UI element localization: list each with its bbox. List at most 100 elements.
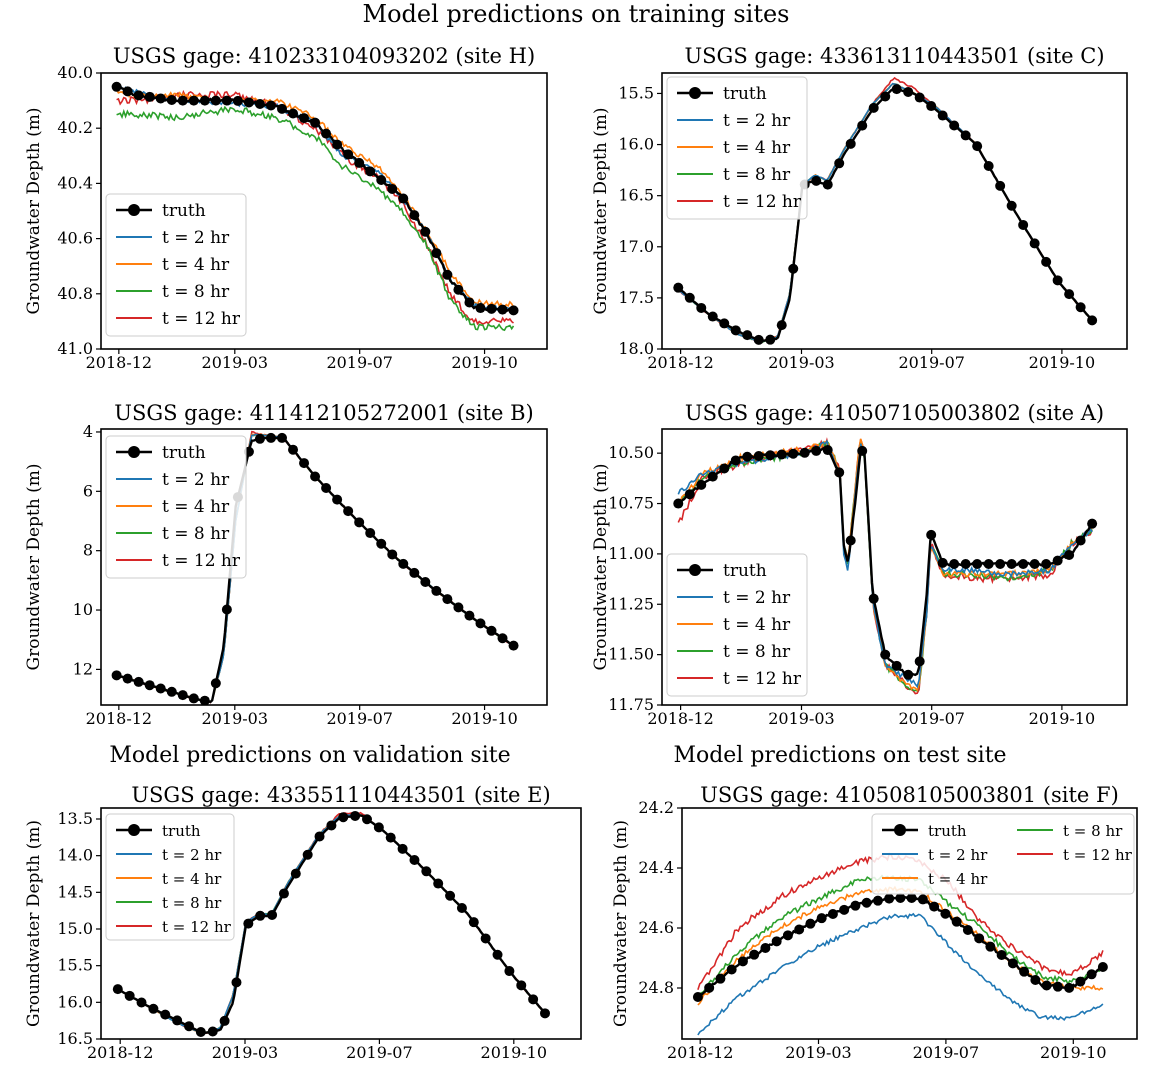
truth-marker — [199, 695, 210, 705]
y-tick-label: 11.00 — [608, 544, 654, 563]
truth-marker — [188, 95, 199, 106]
truth-marker — [974, 933, 985, 944]
truth-marker — [872, 895, 883, 906]
series-line-t-2-hr — [677, 439, 1093, 689]
y-axis-label: Groundwater Depth (m) — [24, 820, 44, 1027]
legend-marker — [689, 87, 701, 99]
truth-marker — [972, 141, 983, 152]
truth-marker — [753, 451, 764, 462]
legend-label: truth — [162, 443, 206, 463]
truth-marker — [760, 943, 771, 953]
truth-marker — [365, 166, 376, 177]
truth-marker — [742, 451, 753, 462]
truth-marker — [144, 91, 155, 102]
legend-box — [666, 553, 808, 697]
truth-marker — [122, 86, 133, 97]
truth-marker — [1006, 200, 1017, 211]
y-tick-label: 40.2 — [57, 118, 93, 137]
truth-marker — [265, 100, 276, 111]
legend-marker — [689, 564, 701, 576]
truth-marker — [326, 820, 337, 831]
truth-marker — [816, 913, 827, 924]
truth-marker — [421, 866, 432, 877]
x-tick-label: 2019-07 — [898, 353, 964, 372]
truth-marker — [302, 849, 313, 860]
truth-marker — [937, 110, 948, 121]
truth-marker — [771, 936, 782, 947]
truth-marker — [868, 102, 879, 113]
truth-marker — [822, 179, 833, 190]
axes-frame — [661, 72, 1128, 350]
y-axis-label: Groundwater Depth (m) — [591, 108, 611, 315]
truth-marker — [834, 158, 845, 169]
truth-marker — [387, 183, 398, 194]
truth-marker — [857, 120, 868, 131]
truth-marker — [398, 193, 409, 204]
plot-area — [673, 437, 1098, 695]
truth-marker — [960, 558, 971, 569]
truth-marker — [707, 311, 718, 322]
x-tick-label: 2018-12 — [87, 1043, 153, 1062]
validation-section-title: Model predictions on validation site — [109, 743, 511, 768]
truth-marker — [231, 977, 242, 988]
series-line-t-8-hr — [116, 105, 515, 332]
truth-marker — [726, 964, 737, 975]
truth-marker — [453, 284, 464, 295]
truth-marker — [929, 901, 940, 912]
legend-label: t = 2 hr — [162, 470, 230, 490]
truth-marker — [673, 498, 684, 509]
truth-marker — [409, 210, 420, 221]
legend-label: t = 12 hr — [162, 918, 232, 936]
axes-frame — [681, 807, 1138, 1040]
truth-marker — [1007, 958, 1018, 969]
truth-marker — [338, 812, 349, 823]
legend: truth t = 2 hr t = 4 hr t = 8 hr t = 12 hr — [666, 553, 808, 697]
legend-label: truth — [162, 822, 201, 840]
legend-label: t = 12 hr — [1063, 846, 1133, 864]
truth-marker — [232, 95, 243, 106]
x-tick-label: 2019-03 — [768, 709, 834, 728]
y-tick-label: 17.0 — [618, 237, 654, 256]
truth-marker — [433, 878, 444, 889]
truth-marker — [373, 822, 384, 833]
y-tick-label: 40.4 — [57, 173, 93, 192]
truth-marker — [314, 831, 325, 842]
truth-marker — [996, 950, 1007, 960]
axes-frame — [100, 72, 548, 350]
truth-marker — [420, 226, 431, 237]
legend-label: t = 8 hr — [1063, 822, 1123, 840]
legend-marker — [894, 824, 906, 836]
truth-marker — [112, 984, 123, 995]
truth-marker — [243, 97, 254, 108]
truth-marker — [1086, 969, 1097, 980]
legend-box — [105, 193, 247, 337]
x-tick-label: 2019-10 — [481, 1043, 547, 1062]
truth-marker — [765, 334, 776, 345]
truth-marker — [288, 444, 299, 455]
truth-marker — [1029, 558, 1040, 569]
legend-label: truth — [162, 201, 206, 221]
truth-marker — [508, 305, 519, 316]
series-line-t-2-hr — [697, 912, 1104, 1036]
truth-marker — [464, 610, 475, 621]
truth-marker — [267, 909, 278, 920]
truth-marker — [730, 455, 741, 466]
truth-marker — [385, 832, 396, 843]
truth-marker — [895, 893, 906, 903]
truth-marker — [288, 108, 299, 119]
y-tick-label: 8 — [83, 541, 93, 560]
truth-marker — [445, 890, 456, 901]
truth-marker — [868, 593, 879, 604]
truth-marker — [456, 902, 467, 913]
truth-marker — [332, 139, 343, 150]
truth-marker — [880, 91, 891, 102]
truth-marker — [343, 506, 354, 517]
truth-marker — [704, 982, 715, 993]
x-tick-label: 2019-03 — [768, 353, 834, 372]
truth-marker — [480, 933, 491, 944]
plot-area — [673, 76, 1098, 345]
truth-marker — [290, 868, 301, 879]
x-tick-label: 2019-10 — [451, 353, 517, 372]
truth-marker — [409, 855, 420, 866]
